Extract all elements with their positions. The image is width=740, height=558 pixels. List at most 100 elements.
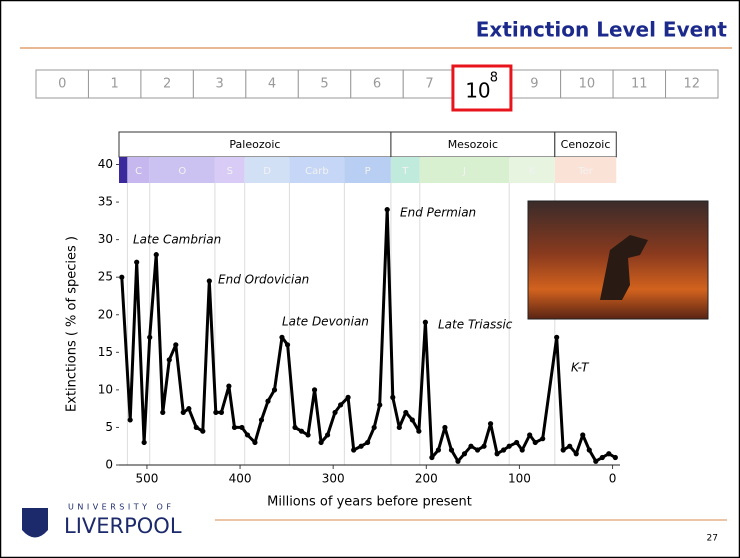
- data-point: [218, 409, 225, 416]
- data-point: [442, 424, 448, 431]
- data-point: [239, 424, 245, 431]
- annotation: K-T: [571, 361, 590, 375]
- data-point: [193, 424, 199, 431]
- era-box: [118, 131, 392, 158]
- data-point: [500, 447, 507, 453]
- highlight-base: 10: [465, 79, 490, 103]
- era-label: Paleozoic: [229, 138, 280, 151]
- data-point: [324, 432, 331, 438]
- data-point: [527, 432, 533, 438]
- x-tick-label: 100: [508, 472, 531, 486]
- x-tick-label: 500: [135, 472, 158, 486]
- data-point: [448, 447, 455, 453]
- logo-shield: [22, 508, 48, 538]
- scale-label: 12: [683, 77, 700, 92]
- scale-cell: [350, 69, 404, 99]
- data-point: [292, 424, 298, 431]
- period-band: [149, 157, 215, 183]
- annotation: Late Cambrian: [133, 233, 221, 247]
- data-point: [422, 319, 428, 325]
- y-tick-label: 40: [98, 157, 113, 171]
- y-tick-label: 10: [98, 382, 113, 396]
- data-point: [186, 406, 192, 412]
- period-band: [419, 157, 510, 183]
- period-label: Carb: [305, 166, 329, 177]
- scale-cell: [297, 69, 352, 99]
- x-tick-label: 0: [609, 472, 617, 486]
- data-point: [390, 394, 396, 400]
- data-point: [514, 439, 520, 446]
- scale-label: 2: [163, 77, 171, 92]
- period-label: O: [178, 166, 186, 177]
- data-point: [338, 402, 344, 408]
- period-band: [214, 157, 245, 183]
- era-box: [554, 131, 617, 158]
- data-point: [429, 454, 435, 461]
- y-tick-label: 30: [98, 232, 113, 246]
- data-point: [506, 443, 512, 449]
- logo-top: UNIVERSITY OF: [68, 503, 174, 512]
- scale-label: 9: [530, 77, 538, 92]
- data-point: [396, 424, 402, 431]
- annotation: Late Devonian: [282, 315, 369, 329]
- data-point: [206, 278, 212, 284]
- data-point: [284, 342, 291, 348]
- y-axis-title: Extinctions ( % of species ): [65, 236, 80, 412]
- data-point: [213, 409, 219, 416]
- annotation: End Permian: [400, 206, 476, 220]
- dinosaur-silhouette: [600, 235, 648, 300]
- annotation: End Ordovician: [218, 273, 309, 287]
- data-point: [540, 436, 546, 442]
- data-point: [147, 334, 153, 340]
- data-point: [403, 409, 409, 416]
- x-tick-label: 200: [415, 472, 438, 486]
- x-tick-label: 400: [229, 472, 252, 486]
- scale-cell: [35, 69, 89, 99]
- data-point: [599, 454, 605, 461]
- data-point: [455, 458, 461, 464]
- data-point: [166, 357, 172, 363]
- data-point: [481, 443, 487, 449]
- scale-bar: 0123456789101112108: [35, 64, 719, 112]
- data-point: [351, 447, 357, 453]
- data-point: [606, 451, 612, 457]
- data-point: [586, 447, 592, 453]
- data-point: [141, 439, 147, 446]
- scale-cell: [245, 69, 299, 99]
- period-band: [127, 157, 150, 183]
- period-label: Ter: [577, 166, 594, 177]
- scale-cell: [612, 69, 667, 99]
- period-band: [244, 157, 290, 183]
- photo: [527, 200, 709, 320]
- data-point: [127, 417, 133, 423]
- scale-label: 6: [373, 77, 381, 92]
- data-point: [487, 421, 494, 427]
- data-point: [134, 259, 140, 265]
- era-label: Cenozoic: [561, 138, 611, 151]
- x-axis-title: Millions of years before present: [267, 495, 472, 510]
- data-point: [358, 443, 364, 449]
- data-point: [258, 417, 265, 423]
- data-point: [318, 439, 324, 446]
- data-point: [180, 409, 186, 416]
- data-point: [573, 451, 579, 457]
- data-point: [409, 417, 415, 423]
- data-point: [435, 447, 442, 453]
- period-band: [509, 157, 555, 183]
- scale-label: 1: [111, 77, 119, 92]
- data-point: [298, 428, 305, 434]
- data-point: [461, 451, 468, 457]
- data-point: [519, 447, 525, 453]
- period-label: D: [263, 166, 271, 177]
- scale-label: 7: [425, 77, 433, 92]
- data-point: [345, 394, 351, 400]
- data-point: [567, 443, 573, 449]
- scale-label: 3: [215, 77, 223, 92]
- data-point: [474, 447, 481, 453]
- scale-label: 10: [579, 77, 596, 92]
- highlight-exponent: 8: [490, 71, 498, 86]
- data-point: [279, 334, 285, 340]
- scale-label: 5: [320, 77, 328, 92]
- chart: Paleozoic Mesozoic Cenozoic C O S D Carb P T J K Ter…: [65, 131, 620, 510]
